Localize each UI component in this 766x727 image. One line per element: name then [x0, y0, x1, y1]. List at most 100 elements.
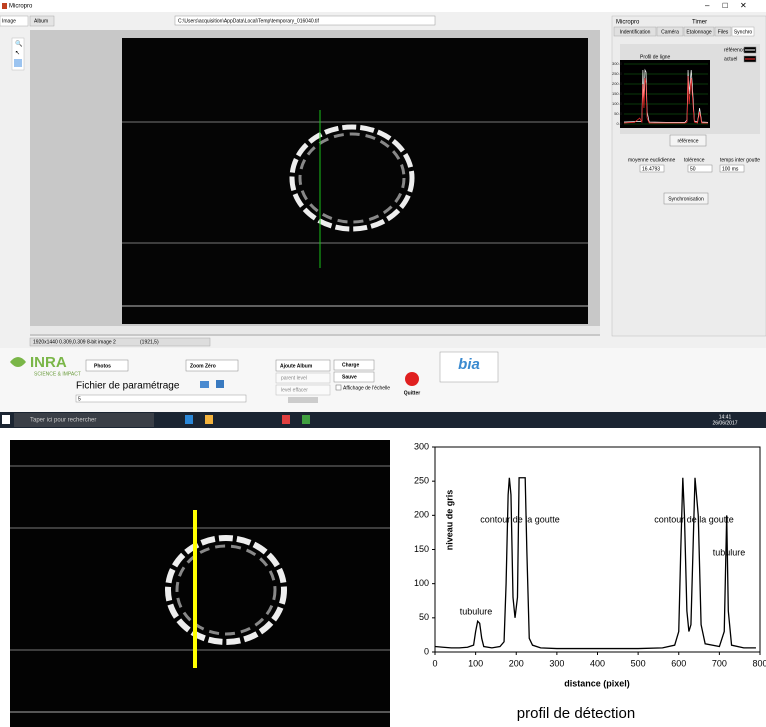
close[interactable]: ✕: [740, 1, 747, 10]
field-value: 50: [690, 166, 696, 172]
series-line: [623, 75, 708, 124]
field-box[interactable]: [687, 164, 713, 173]
taskbar-icon[interactable]: [282, 415, 290, 424]
annotation: contour de la goutte: [654, 514, 734, 524]
start-button[interactable]: [2, 415, 10, 424]
x-tick-label: 400: [590, 658, 605, 668]
side-tab-label: Indentification: [620, 29, 651, 35]
y-tick-label: 0: [424, 646, 429, 656]
y-tick-label: 300: [414, 441, 429, 451]
scrollbar[interactable]: [30, 326, 600, 334]
clock-time: 14:41: [719, 414, 732, 420]
path-text: C:\Users\acquisition\AppData\Local\Temp\…: [178, 18, 320, 24]
legend-label: référence: [724, 47, 745, 53]
button-label: Photos: [94, 363, 111, 369]
profile-chart: 0 50 100 150 200 250 300 0 100 200 300 400 500 600 700…: [414, 441, 766, 668]
x-tick-label: 100: [468, 658, 483, 668]
y-tick-label: 100: [414, 578, 429, 588]
field-value: 16.4793: [642, 166, 660, 172]
window-title: Micropro: [9, 4, 33, 10]
sync-button[interactable]: [663, 192, 709, 205]
maximize[interactable]: ☐: [722, 2, 728, 10]
checkbox-label: Affichage de l'échelle: [343, 385, 390, 391]
quit-button[interactable]: [405, 372, 419, 386]
field-label: tolérence: [684, 157, 705, 163]
add-album-button[interactable]: [275, 359, 331, 372]
x-tick-label: 300: [549, 658, 564, 668]
field-box[interactable]: [639, 164, 665, 173]
taskbar-icon[interactable]: [205, 415, 213, 424]
series-line: [434, 477, 756, 650]
field-label: moyenne euclidienne: [628, 157, 675, 163]
side-tab[interactable]: [613, 26, 657, 37]
x-tick-label: 600: [671, 658, 686, 668]
status-bar: [29, 337, 211, 347]
app-icon: [2, 3, 7, 9]
taskbar-icon[interactable]: [302, 415, 310, 424]
status-text: 1920x1440 0.309,0.309 8-bit image 2: [33, 339, 116, 345]
button-label: Sauve: [342, 374, 357, 380]
pointer-tool[interactable]: ↖: [15, 51, 20, 57]
drop-outer: [289, 124, 415, 232]
x-axis-label: distance (pixel): [564, 678, 630, 688]
y-tick-label: 250.0: [612, 71, 623, 76]
mini-chart: 0.0 50.0 100.0 150.0 200.0 250.0 300.0 référenc…: [612, 46, 757, 126]
inra-leaf: [10, 357, 26, 367]
x-tick-label: 0: [432, 658, 437, 668]
save-button[interactable]: [333, 371, 375, 383]
param-label: Fichier de paramétrage: [76, 381, 180, 392]
photos-button[interactable]: [85, 359, 129, 372]
reference-button[interactable]: [669, 134, 707, 147]
clock-date: 26/06/2017: [712, 420, 737, 426]
button-label: level effacer: [281, 387, 308, 393]
side-tab-label: Files: [718, 29, 729, 35]
scale-checkbox[interactable]: [335, 384, 342, 391]
tab[interactable]: [0, 15, 29, 27]
drop-outer: [165, 535, 287, 645]
load-button[interactable]: [333, 359, 375, 371]
nav-arrows[interactable]: [288, 397, 318, 403]
button-label: Ajoute Album: [280, 363, 313, 369]
timer-label: Timer: [692, 20, 707, 26]
y-tick-label: 0.0: [616, 121, 622, 126]
mini-chart-title: Profil de ligne: [640, 54, 671, 60]
select-tool[interactable]: [14, 59, 22, 67]
y-tick-label: 200.0: [612, 81, 623, 86]
side-title: Micropro: [616, 20, 640, 26]
caption: profil de détection: [517, 705, 635, 722]
field-box[interactable]: [719, 164, 745, 173]
side-tab[interactable]: [683, 26, 715, 37]
annotation: contour de la goutte: [480, 514, 560, 524]
tab-label: Album: [34, 18, 48, 24]
side-tab-label: Synchro: [734, 29, 753, 35]
minimize[interactable]: –: [705, 1, 710, 10]
x-tick-label: 700: [712, 658, 727, 668]
y-tick-label: 200: [414, 510, 429, 520]
tab-label: Image: [2, 18, 16, 24]
field-label: temps inter goutte: [720, 157, 760, 163]
folder-icon[interactable]: [200, 381, 209, 388]
parent-button[interactable]: [275, 372, 331, 384]
zoom-button[interactable]: [185, 359, 239, 372]
param-field[interactable]: [75, 394, 247, 403]
search-box[interactable]: [14, 413, 154, 427]
y-tick-label: 150: [414, 544, 429, 554]
image: [122, 38, 588, 324]
drop-inner: [175, 544, 277, 636]
button-label: Quitter: [404, 390, 420, 396]
side-tab[interactable]: [656, 26, 684, 37]
zoom-tool[interactable]: 🔍: [15, 40, 23, 48]
button-label: parent level: [281, 375, 307, 381]
taskbar-icon[interactable]: [185, 415, 193, 424]
tab[interactable]: [29, 15, 55, 27]
side-tab[interactable]: [714, 26, 732, 37]
photo: [10, 440, 390, 727]
erase-button[interactable]: [275, 384, 331, 396]
y-axis-label: niveau de gris: [444, 490, 454, 551]
search-text: Taper ici pour rechercher: [30, 418, 96, 424]
side-tab[interactable]: [731, 26, 755, 37]
bia-logo-box: [439, 351, 499, 383]
save-icon[interactable]: [216, 380, 224, 388]
